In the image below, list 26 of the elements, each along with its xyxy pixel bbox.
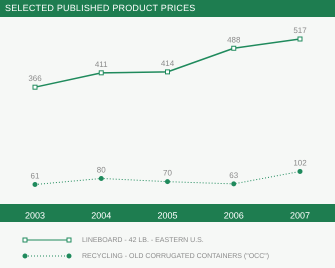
point bbox=[165, 179, 170, 184]
data-label: 61 bbox=[30, 172, 40, 181]
x-tick-label: 2004 bbox=[91, 210, 112, 220]
x-tick-label: 2003 bbox=[24, 210, 46, 220]
data-label: 517 bbox=[293, 26, 308, 35]
data-label: 366 bbox=[28, 74, 42, 84]
point bbox=[231, 181, 236, 186]
point bbox=[298, 168, 302, 174]
point bbox=[298, 36, 302, 42]
point bbox=[32, 182, 38, 188]
data-label: 411 bbox=[94, 60, 108, 69]
x-tick-label: 2007 bbox=[290, 210, 310, 220]
point bbox=[98, 176, 104, 181]
x-tick-label: 2005 bbox=[157, 210, 178, 220]
data-label: 80 bbox=[96, 165, 106, 174]
x-tick-label: 2006 bbox=[224, 210, 244, 220]
data-label: 488 bbox=[227, 35, 241, 44]
point bbox=[98, 70, 104, 76]
chart-title: SELECTED PUBLISHED PRODUCT PRICES bbox=[0, 0, 335, 17]
data-label: 63 bbox=[229, 170, 239, 180]
data-label: 70 bbox=[163, 168, 172, 178]
data-label: 102 bbox=[293, 158, 308, 168]
point bbox=[32, 84, 38, 90]
point bbox=[231, 46, 236, 51]
point bbox=[165, 69, 170, 74]
data-label: 414 bbox=[160, 58, 175, 68]
